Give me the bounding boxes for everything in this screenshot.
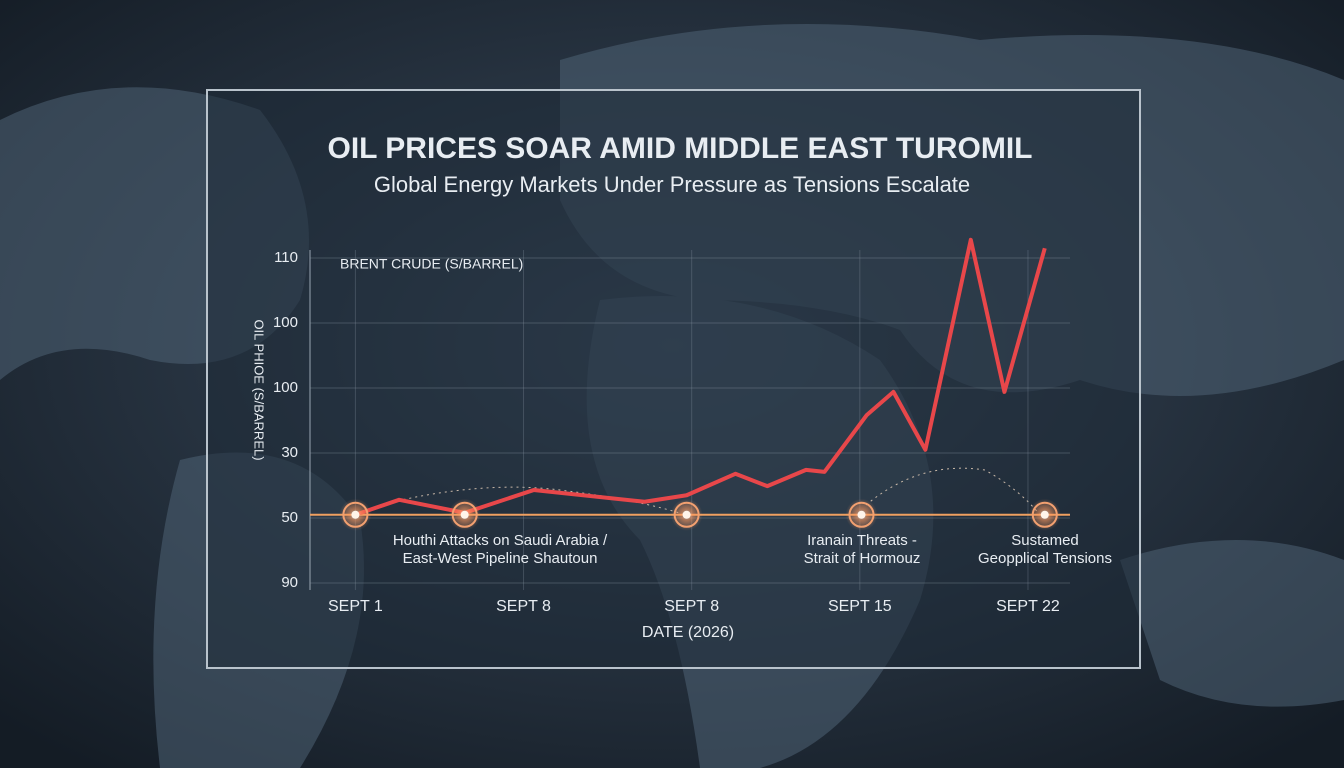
event-marker [451, 501, 478, 528]
event-dot [857, 510, 866, 519]
event-dot [1040, 510, 1049, 519]
y-tick-label: 100 [273, 314, 298, 331]
annotation: Houthi Attacks on Saudi Arabia / [393, 532, 608, 549]
chart-subtitle: Global Energy Markets Under Pressure as … [374, 172, 970, 197]
x-axis-label: DATE (2026) [642, 624, 734, 641]
event-dot [351, 510, 360, 519]
event-dot [682, 510, 691, 519]
y-tick-label: 30 [281, 444, 298, 461]
chart-title: OIL PRICES SOAR AMID MIDDLE EAST TUROMIL [327, 132, 1032, 165]
price-line [354, 237, 1047, 517]
x-tick-label: SEPT 22 [996, 598, 1060, 615]
y-tick-label: 100 [273, 379, 298, 396]
y-tick-label: 110 [274, 249, 298, 266]
event-marker [848, 501, 875, 528]
y-tick-label: 90 [281, 574, 298, 591]
decor-arc [379, 486, 687, 516]
event-marker [342, 501, 369, 528]
event-marker [1031, 501, 1058, 528]
annotation: Geopplical Tensions [978, 550, 1112, 567]
chart-panel [206, 89, 1141, 669]
annotation: Strait of Hormouz [804, 550, 921, 567]
x-tick-label: SEPT 15 [828, 598, 892, 615]
series-label: BRENT CRUDE (S/BARREL) [340, 256, 523, 272]
x-tick-label: SEPT 8 [496, 598, 551, 615]
x-tick-label: SEPT 1 [328, 598, 383, 615]
event-dot [460, 510, 469, 519]
x-tick-label: SEPT 8 [664, 598, 719, 615]
annotation: Iranain Threats - [807, 532, 917, 549]
annotation: Sustamed [1011, 532, 1079, 549]
y-tick-label: 50 [281, 509, 298, 526]
event-marker [673, 501, 700, 528]
y-axis-label: OIL PHIOE (S/BARREL) [252, 319, 267, 460]
annotation: East-West Pipeline Shautoun [403, 550, 598, 567]
